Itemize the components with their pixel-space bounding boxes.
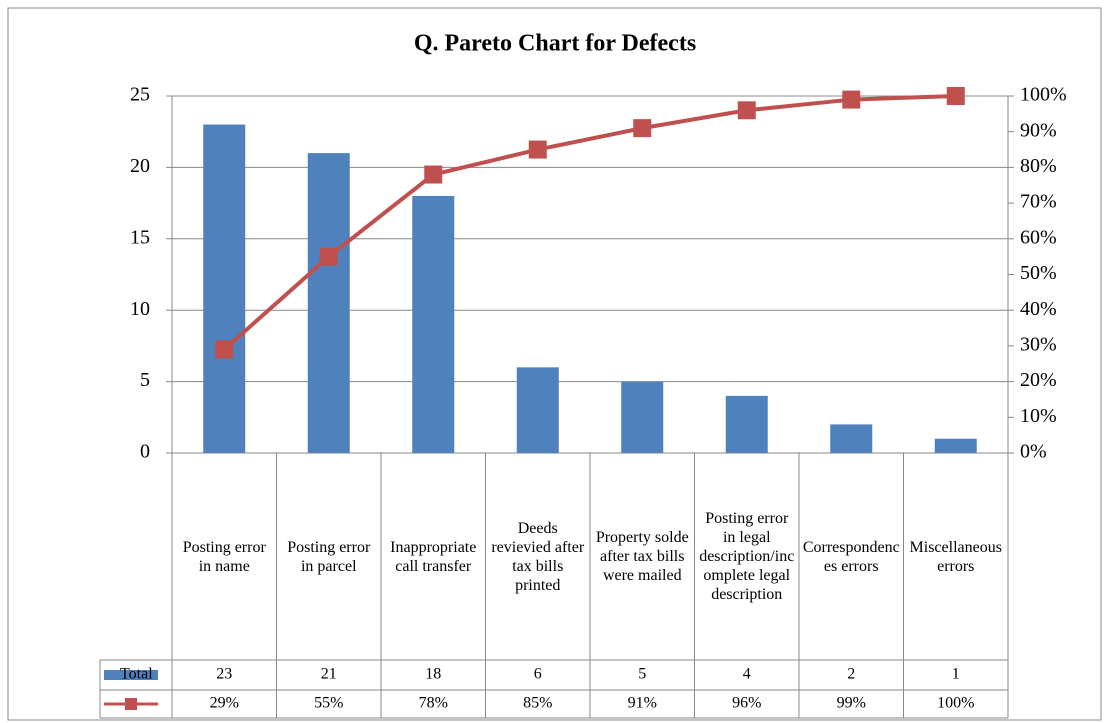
table-value: 5 (638, 666, 646, 683)
legend-label: Total (120, 666, 153, 683)
table-value: 55% (314, 695, 343, 712)
line-marker (319, 247, 338, 266)
line-marker (215, 340, 234, 359)
table-value: 21 (321, 666, 337, 683)
line-marker (737, 101, 756, 120)
table-value: 1 (952, 666, 960, 683)
bar (516, 367, 559, 453)
bar (725, 395, 768, 453)
y-tick-label: 10 (130, 298, 150, 320)
y-tick-label: 20 (130, 155, 150, 177)
x-tick-label: Property solde after tax bills were mail… (595, 529, 689, 584)
line-marker (633, 119, 652, 138)
y2-tick-label: 70% (1020, 191, 1057, 213)
table-value: 23 (216, 666, 232, 683)
y2-tick-label: 100% (1020, 84, 1067, 106)
bar (830, 424, 873, 453)
chart-border (7, 7, 1102, 721)
table-value: 91% (628, 695, 657, 712)
y-tick-label: 0 (140, 441, 150, 463)
y2-tick-label: 60% (1020, 226, 1057, 248)
line-marker (528, 140, 547, 159)
chart-title: Q. Pareto Chart for Defects (414, 31, 696, 57)
y2-tick-label: 90% (1020, 119, 1057, 141)
table-value: 96% (732, 695, 761, 712)
y2-tick-label: 80% (1020, 155, 1057, 177)
table-value: 85% (523, 695, 552, 712)
y-tick-label: 5 (140, 369, 150, 391)
table-value: 78% (419, 695, 448, 712)
x-tick-label: Posting error in name (182, 538, 266, 575)
y2-tick-label: 50% (1020, 262, 1057, 284)
y-tick-label: 15 (130, 226, 150, 248)
table-value: 2 (847, 666, 855, 683)
cumulative-line (222, 94, 956, 351)
x-tick-label: Correspondences errors (802, 538, 900, 575)
y2-tick-label: 20% (1020, 369, 1057, 391)
bar (621, 381, 664, 453)
line-marker (946, 87, 965, 105)
line-marker (842, 90, 861, 109)
bar (412, 195, 455, 453)
y-tick-label: 25 (130, 84, 150, 106)
legend-key (104, 670, 158, 680)
x-tick-label: Miscellaneous errors (909, 538, 1002, 575)
x-tick-label: Posting error in legal description/incom… (699, 510, 795, 603)
bar (203, 124, 246, 453)
y2-tick-label: 10% (1020, 405, 1057, 427)
bar (934, 438, 977, 453)
bar (307, 153, 350, 453)
legend-key (125, 698, 137, 710)
x-tick-label: Posting error in parcel (287, 538, 371, 575)
y2-tick-label: 0% (1020, 441, 1047, 463)
x-tick-label: Inappropriate call transfer (390, 538, 477, 575)
table-value: 100% (937, 695, 974, 712)
y2-tick-label: 30% (1020, 333, 1057, 355)
y2-tick-label: 40% (1020, 298, 1057, 320)
table-value: 18 (425, 666, 441, 683)
x-tick-label: Deeds revievied after tax bills printed (491, 519, 585, 594)
table-value: 99% (837, 695, 866, 712)
line-marker (424, 165, 443, 184)
table-value: 4 (743, 666, 751, 683)
table-value: 6 (534, 666, 542, 683)
table-value: 29% (210, 695, 239, 712)
